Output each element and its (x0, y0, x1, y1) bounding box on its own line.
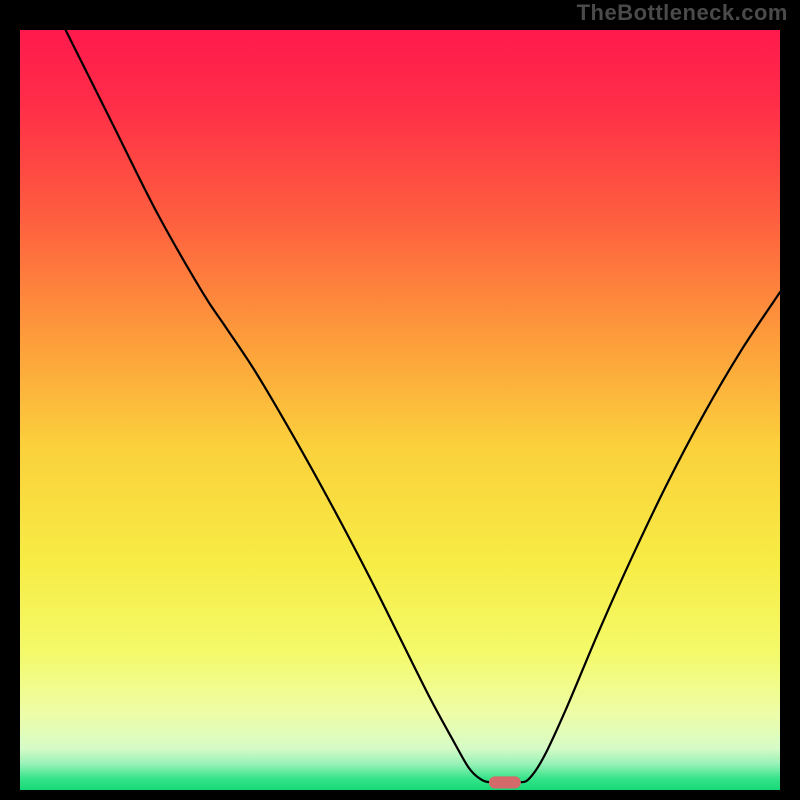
bottleneck-chart: TheBottleneck.com (0, 0, 800, 800)
optimal-marker (489, 776, 521, 788)
frame-right (780, 0, 800, 800)
frame-bottom (0, 790, 800, 800)
watermark-text: TheBottleneck.com (577, 0, 788, 26)
gradient-background (20, 30, 780, 790)
chart-svg (0, 0, 800, 800)
frame-left (0, 0, 20, 800)
